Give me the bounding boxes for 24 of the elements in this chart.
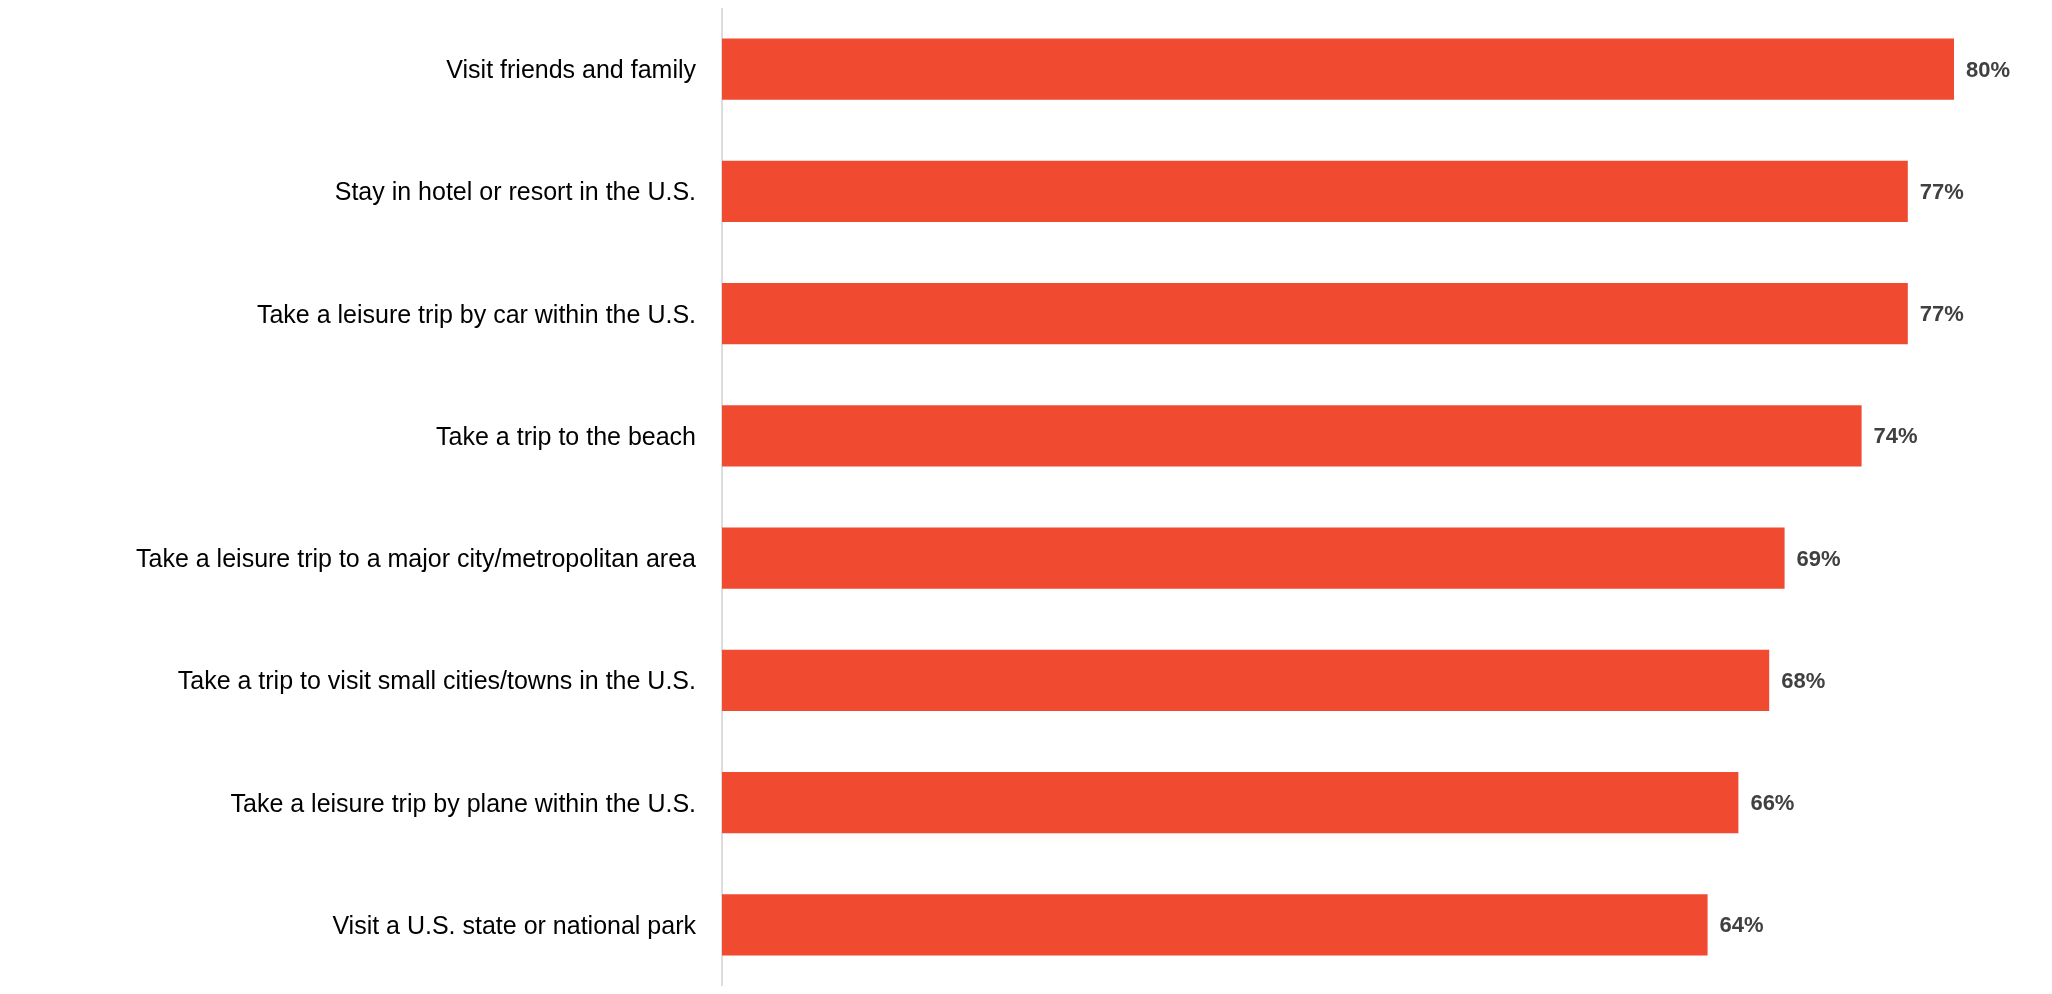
bar (722, 772, 1739, 834)
data-label: 74% (1873, 423, 1918, 449)
bar (722, 649, 1770, 711)
bar (722, 283, 1908, 345)
y-tick-label: Take a leisure trip to a major city/metropolitan area (136, 544, 697, 573)
y-tick-label: Stay in hotel or resort in the U.S. (334, 177, 696, 206)
data-label: 77% (1919, 178, 1964, 204)
y-tick-label: Take a leisure trip by car within the U.S. (256, 299, 696, 328)
bar (722, 38, 1954, 100)
y-tick-label: Take a leisure trip by plane within the U.S. (230, 788, 696, 817)
y-tick-label: Take a trip to the beach (436, 421, 696, 450)
data-label: 69% (1796, 545, 1841, 571)
data-label: 66% (1750, 790, 1795, 816)
y-tick-label: Take a trip to visit small cities/towns in the U.S. (177, 666, 696, 695)
data-label: 64% (1719, 912, 1764, 938)
bar (722, 405, 1862, 467)
bar (722, 894, 1708, 956)
data-label: 77% (1919, 301, 1964, 327)
bar (722, 160, 1908, 222)
y-tick-label: Visit a U.S. state or national park (332, 910, 697, 939)
data-label: 80% (1966, 56, 2011, 82)
data-label: 68% (1781, 667, 1826, 693)
y-tick-label: Visit friends and family (446, 55, 697, 84)
bar (722, 527, 1785, 589)
